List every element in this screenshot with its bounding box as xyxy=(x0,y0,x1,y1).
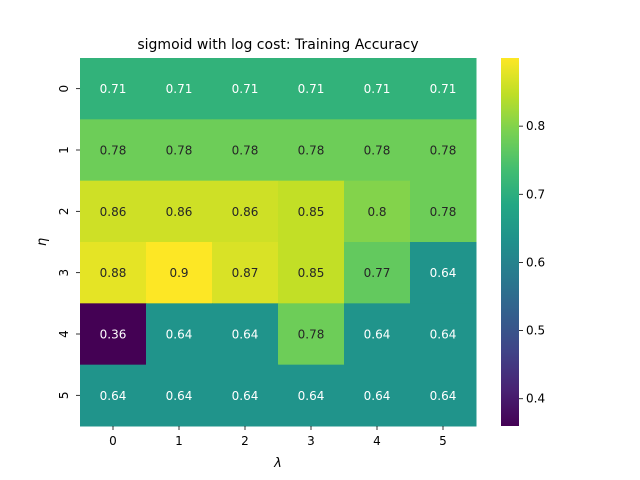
heatmap-cell xyxy=(344,119,411,182)
heatmap-cell xyxy=(80,119,147,182)
heatmap-cell xyxy=(212,180,279,243)
cell-value-label: 0.78 xyxy=(100,144,127,158)
heatmap-cell xyxy=(80,58,147,120)
y-tick-label: 2 xyxy=(57,208,71,216)
x-axis-ticks: 0 1 2 3 4 5 xyxy=(109,426,447,448)
y-tick-label: 1 xyxy=(57,146,71,154)
heatmap-cell xyxy=(278,303,345,366)
colorbar: 0.4 0.5 0.6 0.7 0.8 xyxy=(501,58,545,426)
cell-value-label: 0.85 xyxy=(298,205,325,219)
heatmap-cell xyxy=(80,180,147,243)
cell-value-label: 0.87 xyxy=(232,266,259,280)
cell-value-label: 0.71 xyxy=(298,82,325,96)
heatmap-cell xyxy=(410,119,477,182)
cell-value-label: 0.71 xyxy=(232,82,259,96)
cell-value-label: 0.71 xyxy=(100,82,127,96)
heatmap-cell xyxy=(80,303,147,366)
cell-value-label: 0.71 xyxy=(166,82,193,96)
heatmap-cell xyxy=(278,364,345,427)
heatmap-cell xyxy=(146,180,213,243)
heatmap-cell xyxy=(410,364,477,427)
cell-value-label: 0.8 xyxy=(367,205,386,219)
cell-value-label: 0.71 xyxy=(364,82,391,96)
heatmap-cell xyxy=(212,364,279,427)
heatmap-cell xyxy=(278,180,345,243)
cell-value-label: 0.77 xyxy=(364,266,391,280)
y-tick-label: 4 xyxy=(57,330,71,338)
cell-value-label: 0.86 xyxy=(166,205,193,219)
cell-value-label: 0.88 xyxy=(100,266,127,280)
heatmap-cell xyxy=(410,242,477,304)
cell-value-label: 0.64 xyxy=(232,328,259,342)
x-axis-label: λ xyxy=(273,456,282,471)
heatmap-cell xyxy=(410,58,477,120)
y-axis-ticks: 0 1 2 3 4 5 xyxy=(57,85,80,399)
heatmap-cell xyxy=(212,303,279,366)
heatmap-cell xyxy=(278,242,345,304)
heatmap-cell xyxy=(344,180,411,243)
colorbar-tick-label: 0.6 xyxy=(526,255,545,269)
heatmap-cell xyxy=(344,364,411,427)
x-tick-label: 3 xyxy=(307,434,315,448)
heatmap-cell xyxy=(146,119,213,182)
cell-value-label: 0.9 xyxy=(169,266,188,280)
y-axis-label: η xyxy=(35,238,50,246)
x-tick-label: 0 xyxy=(109,434,117,448)
heatmap-cells: 0.71 0.71 0.71 0.71 0.71 0.71 0.78 0.78 0.78 0.78… xyxy=(80,58,477,427)
heatmap-cell xyxy=(146,303,213,366)
colorbar-tick-label: 0.7 xyxy=(526,187,545,201)
cell-value-label: 0.64 xyxy=(100,389,127,403)
cell-value-label: 0.78 xyxy=(298,328,325,342)
cell-value-label: 0.78 xyxy=(232,144,259,158)
heatmap-cell xyxy=(146,58,213,120)
cell-value-label: 0.64 xyxy=(232,389,259,403)
cell-value-label: 0.64 xyxy=(430,328,457,342)
cell-value-label: 0.78 xyxy=(430,205,457,219)
cell-value-label: 0.64 xyxy=(166,328,193,342)
cell-value-label: 0.64 xyxy=(364,328,391,342)
cell-value-label: 0.64 xyxy=(364,389,391,403)
cell-value-label: 0.86 xyxy=(232,205,259,219)
cell-value-label: 0.64 xyxy=(430,266,457,280)
heatmap-cell xyxy=(344,58,411,120)
x-tick-label: 5 xyxy=(439,434,447,448)
heatmap-cell xyxy=(80,242,147,304)
cell-value-label: 0.86 xyxy=(100,205,127,219)
cell-value-label: 0.78 xyxy=(364,144,391,158)
heatmap-cell xyxy=(410,180,477,243)
cell-value-label: 0.78 xyxy=(298,144,325,158)
colorbar-tick-label: 0.5 xyxy=(526,324,545,338)
heatmap-cell xyxy=(146,242,213,304)
y-tick-label: 3 xyxy=(57,269,71,277)
heatmap-cell xyxy=(212,242,279,304)
cell-value-label: 0.78 xyxy=(166,144,193,158)
x-tick-label: 2 xyxy=(241,434,249,448)
heatmap-cell xyxy=(278,58,345,120)
cell-value-label: 0.85 xyxy=(298,266,325,280)
heatmap-cell xyxy=(212,119,279,182)
colorbar-tick-label: 0.8 xyxy=(526,119,545,133)
cell-value-label: 0.78 xyxy=(430,144,457,158)
heatmap-cell xyxy=(146,364,213,427)
chart-title: sigmoid with log cost: Training Accuracy xyxy=(137,37,418,53)
heatmap-cell xyxy=(80,364,147,427)
heatmap-cell xyxy=(410,303,477,366)
y-tick-label: 0 xyxy=(57,85,71,93)
cell-value-label: 0.64 xyxy=(298,389,325,403)
x-tick-label: 1 xyxy=(175,434,183,448)
heatmap-cell xyxy=(344,242,411,304)
heatmap-cell xyxy=(344,303,411,366)
cell-value-label: 0.64 xyxy=(166,389,193,403)
heatmap-cell xyxy=(278,119,345,182)
cell-value-label: 0.36 xyxy=(100,328,127,342)
cell-value-label: 0.64 xyxy=(430,389,457,403)
colorbar-gradient xyxy=(501,58,519,426)
y-tick-label: 5 xyxy=(57,392,71,400)
cell-value-label: 0.71 xyxy=(430,82,457,96)
heatmap-cell xyxy=(212,58,279,120)
colorbar-tick-label: 0.4 xyxy=(526,392,545,406)
x-tick-label: 4 xyxy=(373,434,381,448)
